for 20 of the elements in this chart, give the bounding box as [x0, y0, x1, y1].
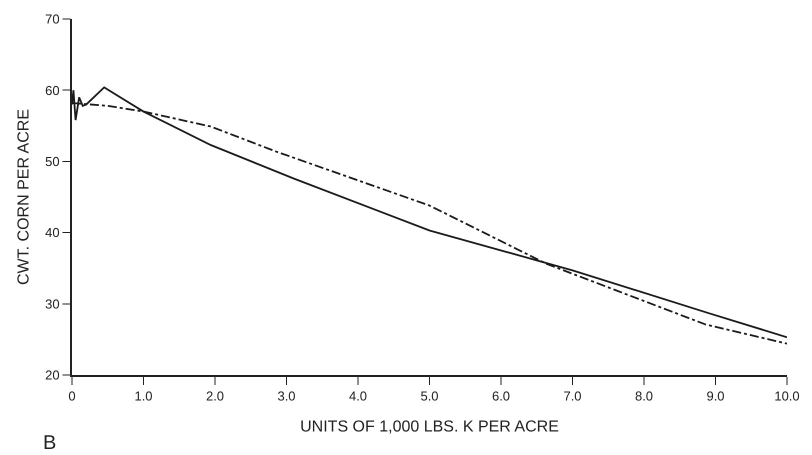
y-tick-label: 20 — [45, 368, 60, 383]
x-tick-label: 1.0 — [134, 388, 153, 404]
x-tick-label: 3.0 — [277, 388, 296, 404]
text: B — [43, 432, 56, 454]
x-tick-label: 2.0 — [206, 388, 224, 404]
x-tick-label: 4.0 — [348, 388, 368, 404]
x-tick-label: 10.0 — [774, 388, 800, 404]
y-axis-title: CWT. CORN PER ACRE — [16, 108, 33, 286]
y-tick-label: 40 — [45, 225, 60, 240]
x-tick-label: 9.0 — [706, 388, 725, 404]
x-tick-label: 8.0 — [634, 388, 654, 404]
x-tick-label: 6.0 — [492, 388, 510, 404]
y-tick-label: 70 — [45, 12, 60, 27]
y-tick-label: 60 — [45, 82, 60, 98]
y-tick-label: 30 — [45, 296, 60, 312]
y-tick-label: 50 — [45, 154, 60, 169]
x-axis-title: UNITS OF 1,000 LBS. K PER ACRE — [300, 418, 559, 436]
x-tick-label: 5.0 — [420, 388, 439, 404]
x-tick-label: 7.0 — [563, 388, 582, 404]
x-tick-label: 0 — [68, 388, 76, 404]
